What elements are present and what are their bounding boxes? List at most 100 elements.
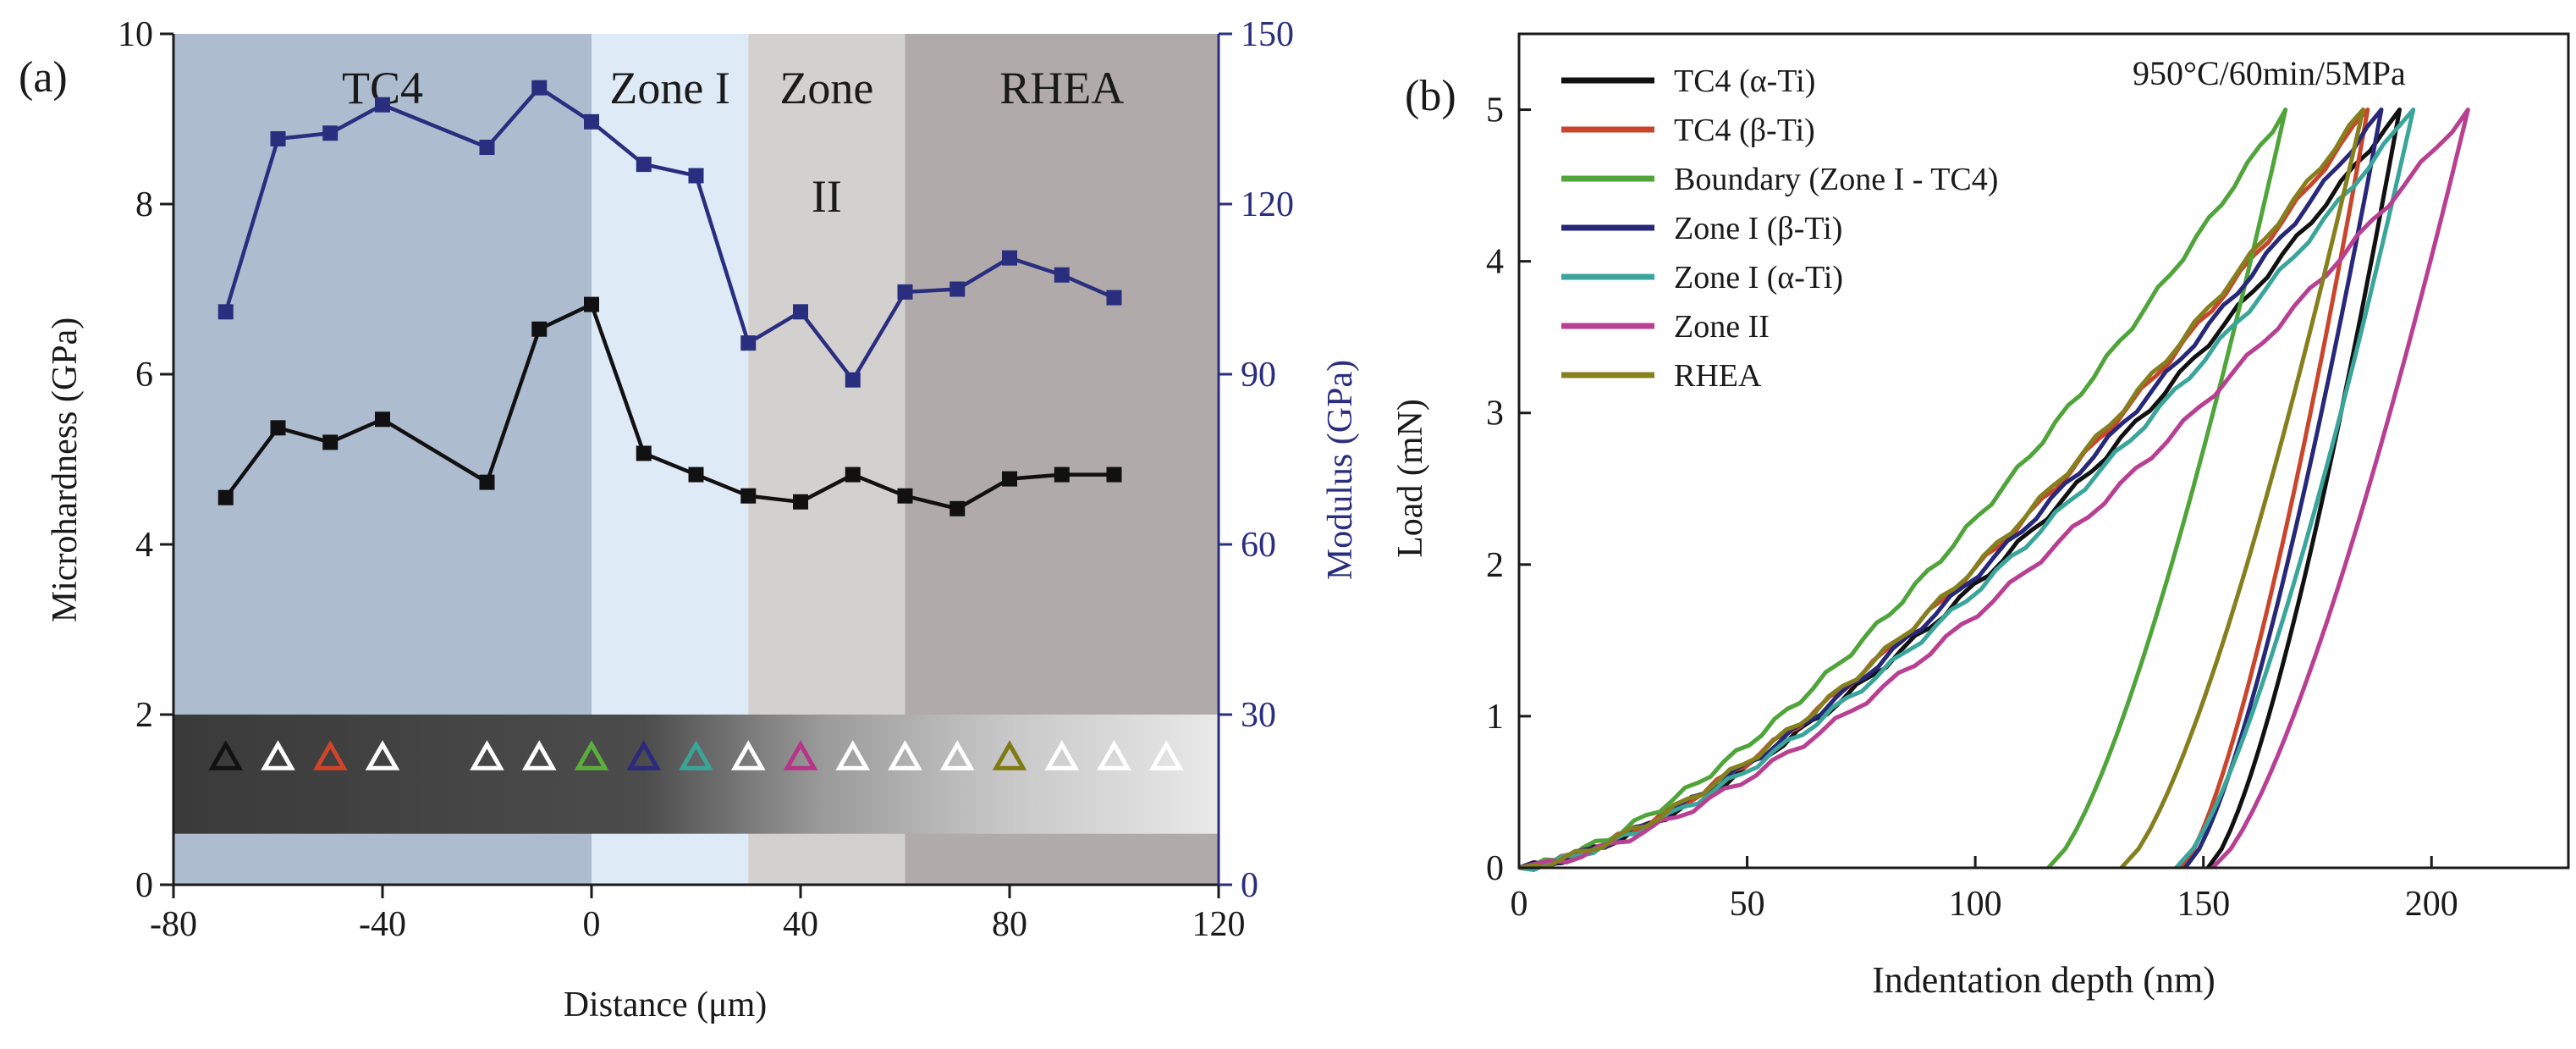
indent-marker [1148,740,1184,770]
y2-tick-label: 30 [1241,696,1276,735]
panel-b-label: (b) [1405,72,1456,120]
x-tick-label: 0 [583,905,601,944]
x-tick-label: -80 [150,905,197,944]
indent-marker [521,740,557,770]
data-point-modulus [949,281,966,297]
data-point-microhardness [531,321,548,337]
x-tick-label: -40 [359,905,406,944]
y-tick-label: 2 [1486,546,1504,585]
x-tick-label: 100 [1949,885,2002,924]
data-point-modulus [270,130,286,146]
indent-marker [470,740,504,770]
plot-series [217,80,1122,516]
x-axis-label: Indentation depth (nm) [1872,959,2215,1001]
data-point-modulus [217,304,234,320]
curve-zone-i-ti [1518,108,2416,872]
y-tick-label: 1 [1486,698,1504,737]
curve-tc4-ti [1518,108,2370,871]
indent-marker [888,740,922,770]
data-point-modulus [375,97,390,113]
indent-markers [208,740,1184,770]
y2-tick-label: 120 [1241,185,1294,224]
legend-label-tc4-ti: TC4 (α-Ti) [1674,63,1815,99]
x-tick-label: 80 [992,905,1027,944]
data-point-modulus [531,80,548,96]
indent-marker [626,740,662,770]
data-point-modulus [1054,267,1070,283]
data-point-microhardness [1106,467,1122,483]
x-tick-label: 40 [783,905,818,944]
data-point-modulus [793,304,808,320]
data-point-microhardness [845,467,861,483]
plot-series [1518,108,2470,872]
data-point-modulus [1002,250,1017,266]
data-point-modulus [584,113,599,130]
y-tick-label: 4 [135,526,153,565]
y-tick-label: 8 [135,185,153,224]
legend-label-rhea: RHEA [1674,358,1762,394]
y-axis-label: Load (mN) [1391,399,1430,558]
data-point-microhardness [1054,467,1070,483]
indent-marker [1097,740,1131,770]
y-tick-label: 3 [1486,395,1504,433]
y-tick-label: 0 [1486,849,1504,888]
curve-boundary-zone-i-tc4 [1518,108,2288,870]
plot-frame [1517,32,2570,870]
legend-label-tc4-ti: TC4 (β-Ti) [1674,113,1815,148]
x-tick-label: 120 [1192,905,1246,944]
data-point-microhardness [375,411,390,428]
indent-marker [730,740,766,770]
y2-axis-label: Modulus (GPa) [1321,360,1360,580]
data-point-microhardness [740,488,757,504]
data-point-modulus [479,140,495,155]
indent-marker [835,740,871,770]
data-point-microhardness [949,500,966,516]
data-point-microhardness [479,474,495,490]
y2-tick-label: 90 [1241,356,1276,395]
indent-marker [365,740,400,770]
x-tick-label: 200 [2405,885,2458,924]
data-point-microhardness [584,296,599,312]
condition-annotation: 950°C/60min/5MPa [2133,54,2406,92]
micrograph-image [173,715,1219,834]
y-tick-label: 5 [1486,91,1504,130]
x-tick-label: 0 [1511,885,1528,924]
y-tick-label: 6 [135,356,153,395]
data-point-microhardness [793,494,808,510]
y2-tick-label: 0 [1241,866,1258,905]
data-point-microhardness [636,445,652,461]
y-axis-label: Microhardness (GPa) [46,317,85,622]
data-point-microhardness [217,489,234,505]
zone-label-zone-i: Zone I [609,63,729,113]
curve-zone-ii [1518,108,2470,870]
legend-label-zone-ii: Zone II [1674,309,1770,345]
indent-marker [574,740,609,770]
legend-label-zone-i-ti: Zone I (β-Ti) [1674,211,1842,246]
data-point-modulus [897,284,913,300]
data-point-microhardness [688,467,704,483]
y-tick-label: 4 [1486,243,1504,282]
data-point-microhardness [322,434,339,450]
indent-marker [679,740,713,770]
panel-a-label: (a) [19,53,68,102]
y-tick-label: 2 [135,696,153,735]
zone-label-zone-ii-line2: II [812,171,842,222]
indent-marker [783,740,818,770]
data-point-microhardness [897,488,913,504]
curve-zone-i-ti [1518,108,2384,870]
y2-tick-label: 150 [1241,15,1294,54]
data-point-modulus [688,168,704,184]
x-tick-label: 50 [1730,885,1765,924]
legend: TC4 (α-Ti) TC4 (β-Ti) Boundary (Zone I - T… [1561,63,1998,394]
indent-marker [992,740,1027,770]
data-point-microhardness [270,420,286,436]
legend-label-boundary-zone-i-tc4: Boundary (Zone I - TC4) [1674,162,1998,197]
zone-label-zone-ii: Zone [779,63,873,113]
legend-label-zone-i-ti: Zone I (α-Ti) [1674,260,1843,295]
data-point-modulus [636,157,652,173]
indent-marker [939,740,975,770]
